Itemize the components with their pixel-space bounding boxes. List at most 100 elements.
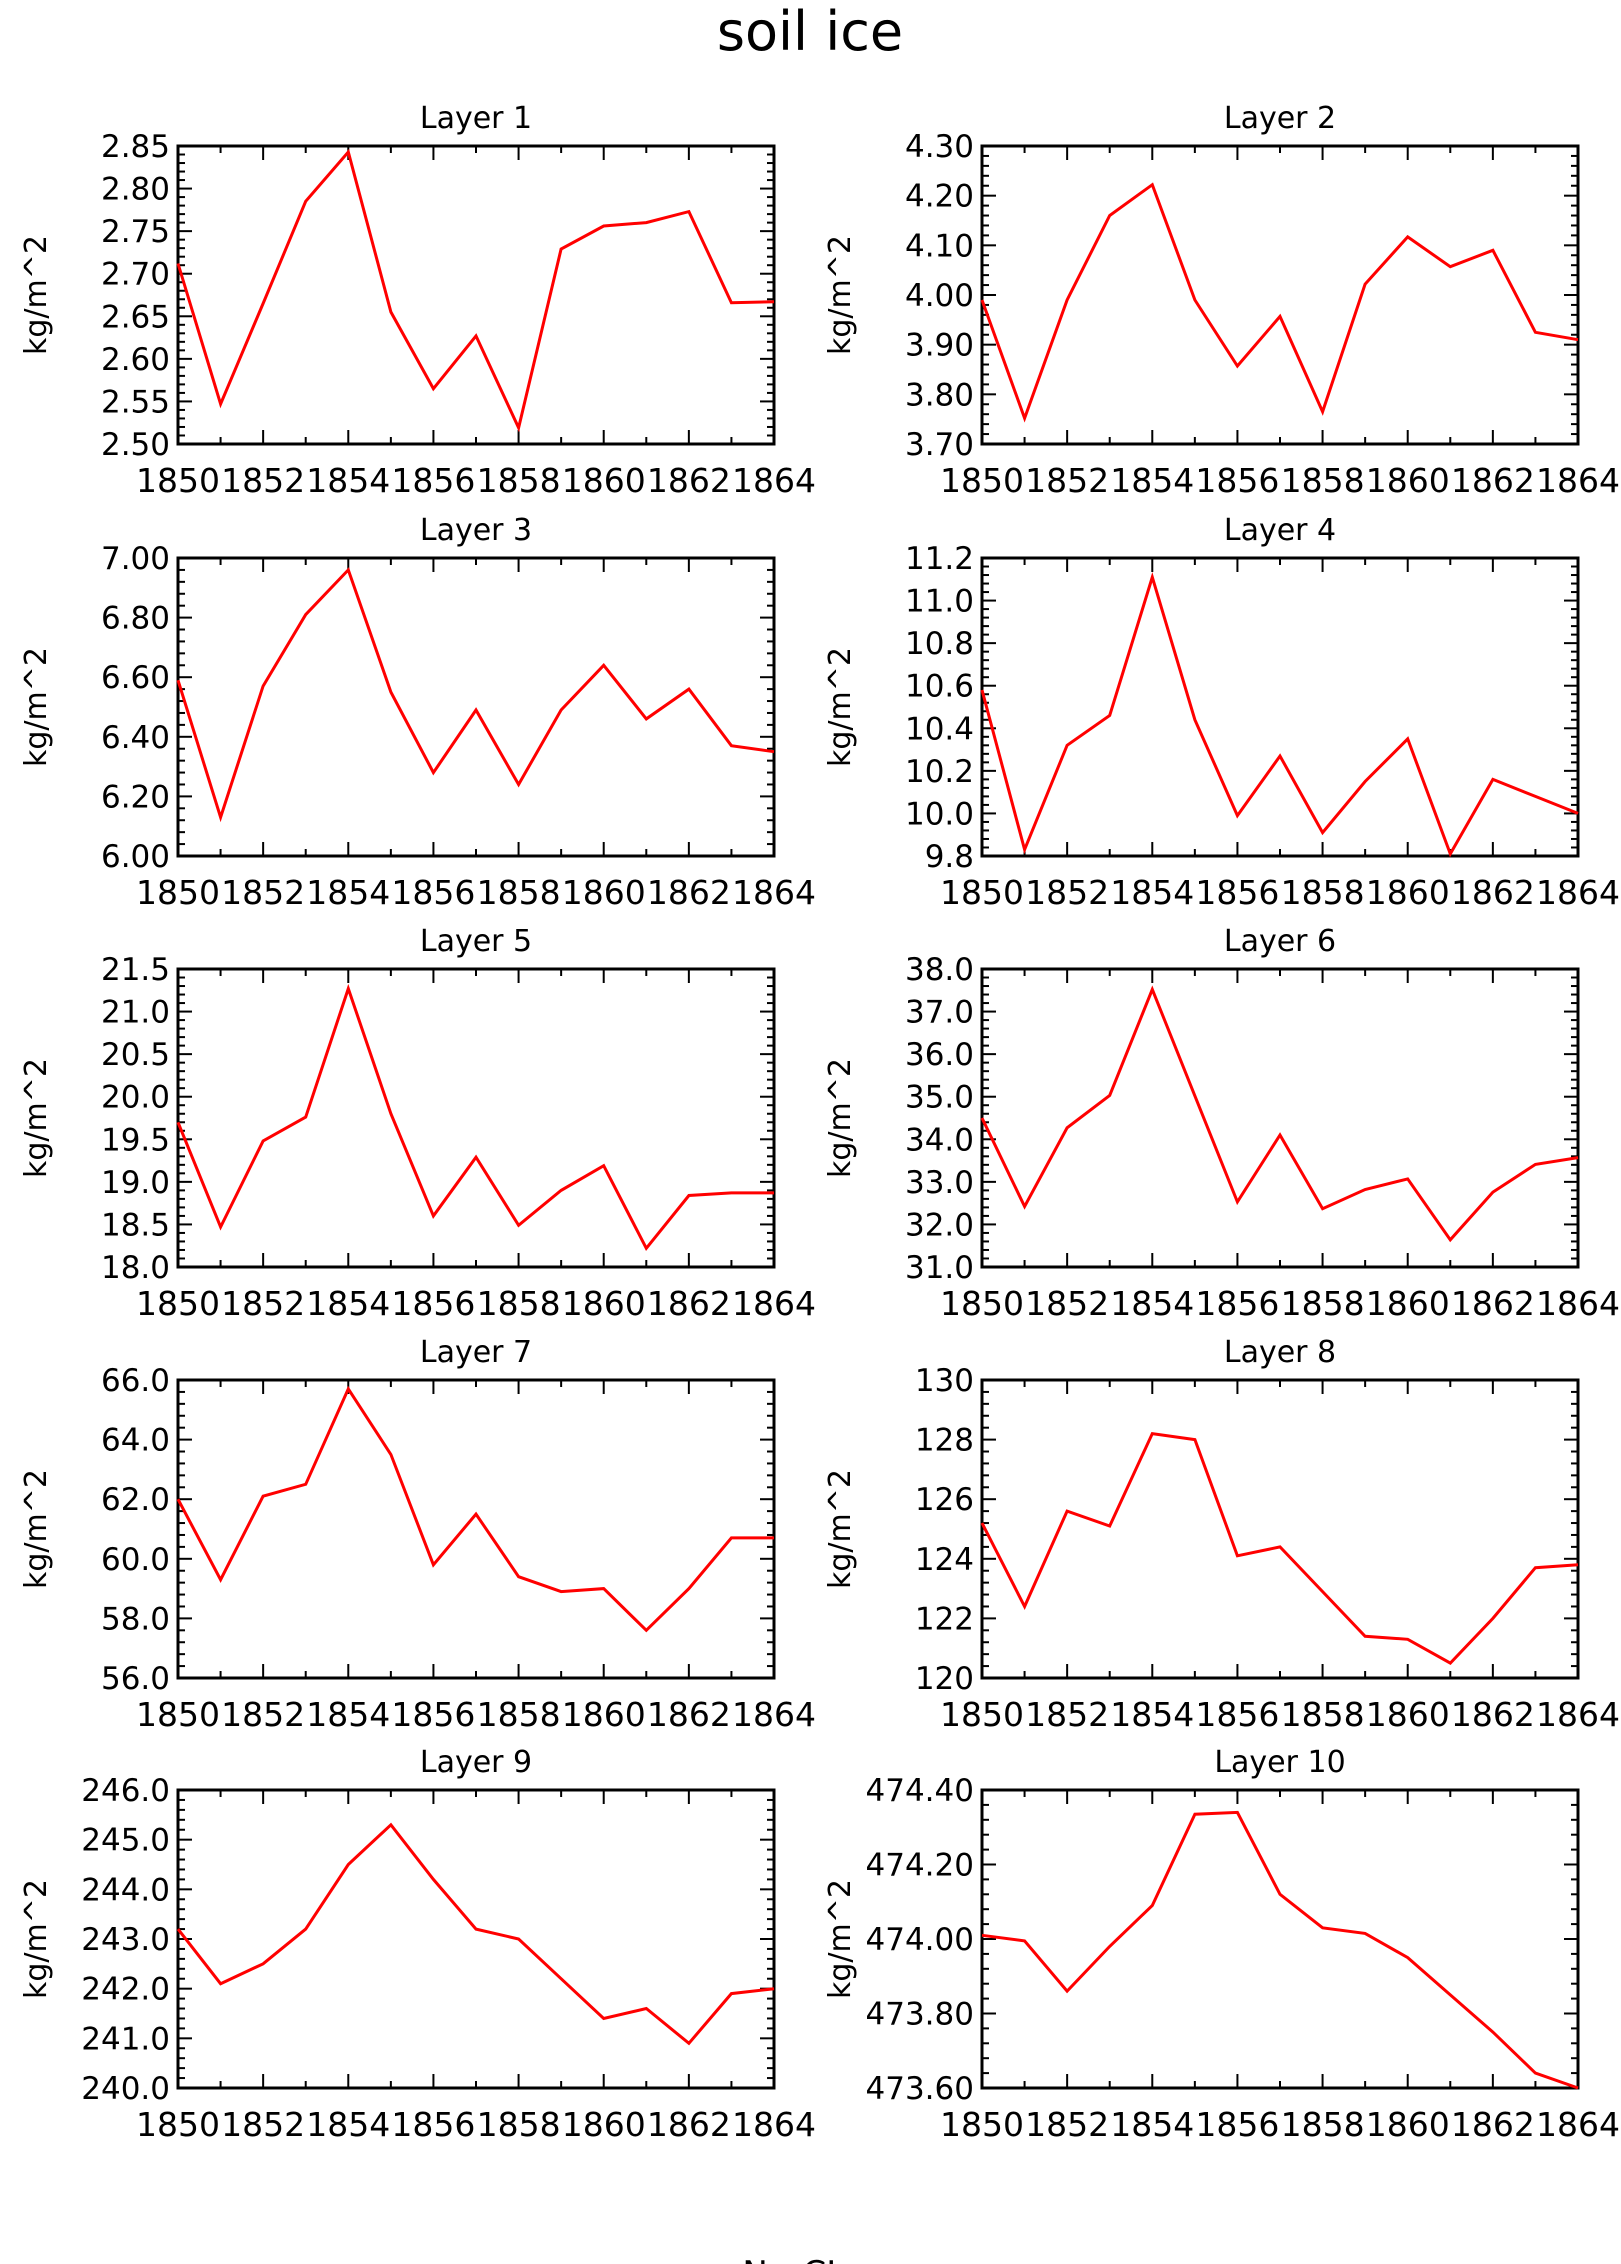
data-point <box>261 1139 265 1143</box>
y-tick-label: 2.55 <box>101 384 170 420</box>
x-tick-label: 1852 <box>1025 873 1109 912</box>
x-tick-label: 1850 <box>136 1284 220 1323</box>
x-tick-label: 1850 <box>136 461 220 500</box>
x-tick-label: 1864 <box>732 1695 816 1734</box>
data-point <box>219 402 223 406</box>
x-tick-label: 1862 <box>647 1284 731 1323</box>
data-point <box>602 1164 606 1168</box>
data-point <box>1193 1438 1197 1442</box>
data-point <box>1193 298 1197 302</box>
y-tick-label: 64.0 <box>101 1423 170 1459</box>
x-tick-label: 1850 <box>136 1695 220 1734</box>
data-point <box>1406 235 1410 239</box>
data-point <box>1363 780 1367 784</box>
y-tick-label: 10.2 <box>905 754 974 790</box>
x-tick-label: 1862 <box>1451 461 1535 500</box>
data-point <box>729 1992 733 1996</box>
x-tick-label: 1858 <box>477 873 561 912</box>
y-tick-label: 33.0 <box>905 1165 974 1201</box>
x-tick-label: 1858 <box>477 1284 561 1323</box>
data-point <box>1023 1939 1027 1943</box>
data-point <box>559 247 563 251</box>
series-line <box>980 182 1579 423</box>
data-point <box>1108 1944 1112 1948</box>
y-tick-label: 32.0 <box>905 1207 974 1243</box>
data-point <box>1533 1162 1537 1166</box>
x-tick-label: 1860 <box>1366 1695 1450 1734</box>
data-point <box>517 1575 521 1579</box>
data-point <box>602 224 606 228</box>
y-tick-label: 56.0 <box>101 1661 170 1697</box>
y-tick-label: 246.0 <box>81 1773 170 1809</box>
y-tick-label: 474.00 <box>866 1922 974 1958</box>
y-tick-label: 19.0 <box>101 1165 170 1201</box>
data-point <box>1363 1634 1367 1638</box>
data-point <box>1065 1126 1069 1130</box>
y-tick-label: 2.50 <box>101 427 170 463</box>
y-axis-label: kg/m^2 <box>19 235 54 355</box>
panel-title: Layer 1 <box>420 101 532 136</box>
data-point <box>389 1823 393 1827</box>
data-point <box>346 568 350 572</box>
data-point <box>389 1112 393 1116</box>
data-point <box>1065 1989 1069 1993</box>
data-point <box>1193 1812 1197 1816</box>
y-tick-label: 6.00 <box>101 839 170 875</box>
data-point <box>517 426 521 430</box>
x-tick-label: 1852 <box>1025 1695 1109 1734</box>
plot-frame <box>176 1378 776 1680</box>
series-line <box>176 1822 775 2046</box>
figure-title: soil ice <box>717 0 903 63</box>
data-point <box>1150 1903 1154 1907</box>
y-tick-label: 60.0 <box>101 1542 170 1578</box>
data-point <box>1023 416 1027 420</box>
data-point <box>644 717 648 721</box>
y-tick-label: 474.40 <box>866 1773 974 1809</box>
data-point <box>1235 1810 1239 1814</box>
x-tick-label: 1856 <box>391 2105 475 2144</box>
panel-title: Layer 5 <box>420 924 532 959</box>
series-line <box>980 985 1579 1243</box>
x-tick-label: 1852 <box>221 461 305 500</box>
data-point <box>687 1587 691 1591</box>
plot-frame <box>176 967 776 1269</box>
data-point <box>559 1188 563 1192</box>
x-tick-label: 1850 <box>136 873 220 912</box>
y-tick-label: 9.8 <box>925 839 974 875</box>
data-point <box>644 1246 648 1250</box>
y-tick-label: 37.0 <box>905 995 974 1031</box>
data-point <box>176 1497 180 1501</box>
data-point <box>304 199 308 203</box>
x-tick-label: 1860 <box>1366 873 1450 912</box>
x-tick-label: 1856 <box>1195 2105 1279 2144</box>
y-tick-label: 18.0 <box>101 1250 170 1286</box>
data-point <box>304 613 308 617</box>
data-point <box>1150 1432 1154 1436</box>
data-point <box>1533 2071 1537 2075</box>
y-tick-label: 243.0 <box>81 1922 170 1958</box>
y-tick-label: 20.0 <box>101 1080 170 1116</box>
series-line <box>176 983 774 1252</box>
panel-title: Layer 4 <box>1224 513 1336 548</box>
x-tick-label: 1854 <box>306 873 390 912</box>
x-tick-label: 1862 <box>1451 1284 1535 1323</box>
x-tick-label: 1860 <box>562 461 646 500</box>
data-point <box>517 1223 521 1227</box>
data-point <box>1193 718 1197 722</box>
x-tick-label: 1856 <box>1195 461 1279 500</box>
data-point <box>1023 848 1027 852</box>
x-tick-label: 1856 <box>1195 1695 1279 1734</box>
y-tick-label: 35.0 <box>905 1080 974 1116</box>
series-line <box>980 1431 1579 1665</box>
panel-title: Layer 7 <box>420 1335 532 1370</box>
data-point <box>980 688 984 692</box>
x-tick-label: 1862 <box>1451 2105 1535 2144</box>
y-tick-label: 120 <box>915 1661 974 1697</box>
y-axis-label: kg/m^2 <box>823 1469 858 1589</box>
y-tick-label: 473.80 <box>866 1997 974 2033</box>
data-point <box>474 334 478 338</box>
data-point <box>602 2016 606 2020</box>
data-point <box>389 1453 393 1457</box>
